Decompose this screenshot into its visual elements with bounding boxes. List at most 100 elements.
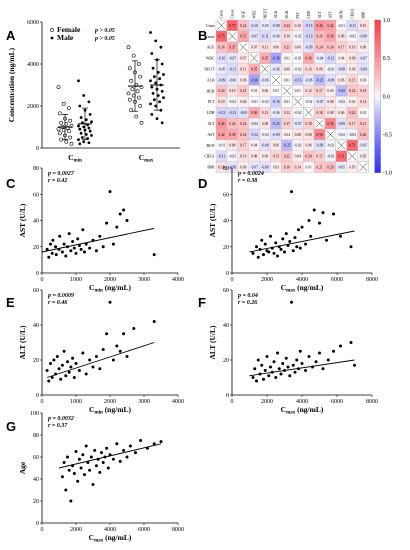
data-point <box>132 327 136 330</box>
cell-value: 0.17 <box>284 122 290 126</box>
cell-value: -0.03 <box>349 133 357 137</box>
cell-value: -0.07 <box>316 100 324 104</box>
y-tick-label: 4000 <box>27 62 39 68</box>
data-point <box>69 365 73 369</box>
col-label: LDH <box>307 10 311 18</box>
data-point <box>72 246 76 250</box>
data-point <box>118 349 122 353</box>
colorbar-segment <box>374 126 381 131</box>
cell-value: -0.01 <box>294 56 302 60</box>
y-axis-label: AST (U/L) <box>18 203 27 237</box>
colorbar-tick-label: 0.5 <box>383 56 391 62</box>
cell-value: -0.16 <box>294 78 302 82</box>
data-point <box>150 113 154 116</box>
data-point <box>81 453 85 457</box>
col-label: NEUT <box>263 8 267 19</box>
data-point <box>126 91 131 96</box>
cell-cross <box>282 86 291 95</box>
cell-value: -0.02 <box>261 100 269 104</box>
data-point <box>276 254 279 258</box>
data-point <box>129 108 134 113</box>
x-tick-label: 4000 <box>104 527 116 533</box>
cell-value: 0.17 <box>349 122 355 126</box>
data-point <box>108 190 112 194</box>
data-point <box>309 234 313 238</box>
cell-value: 0.18 <box>316 111 322 115</box>
data-point <box>77 138 80 142</box>
data-point <box>69 124 74 128</box>
fit-line <box>41 227 155 253</box>
data-point <box>65 126 70 130</box>
data-point <box>82 94 86 97</box>
colorbar-segment <box>374 88 381 93</box>
cell-value: -0.09 <box>272 24 280 28</box>
x-tick-label: 6000 <box>331 399 343 405</box>
cell-value: -0.05 <box>218 67 226 71</box>
cell-value: 0.01 <box>284 56 290 60</box>
cell-value: 0.14 <box>295 165 301 169</box>
cell-value: -0.01 <box>250 100 258 104</box>
colorbar-segment <box>374 142 381 147</box>
data-point <box>118 212 122 216</box>
data-point <box>272 360 276 364</box>
data-point <box>293 370 297 374</box>
data-point <box>56 127 61 132</box>
cell-value: -0.25 <box>316 78 324 82</box>
cell-value: -0.12 <box>250 133 258 137</box>
data-point <box>290 190 293 194</box>
colorbar-tick-label: 1.0 <box>383 18 391 24</box>
cell-value: -0.05 <box>261 24 269 28</box>
x-tick-label: 2000 <box>104 399 116 405</box>
cell-value: 0.01 <box>273 89 279 93</box>
data-point <box>149 102 152 106</box>
y-axis-label: AST (U/L) <box>208 203 217 237</box>
data-point <box>57 131 62 136</box>
cell-cross <box>304 108 313 117</box>
data-point <box>281 362 285 365</box>
cell-value: 0.08 <box>327 111 333 115</box>
y-tick-label: 20 <box>33 499 39 505</box>
y-axis-label: Age <box>18 461 27 474</box>
cell-value: 0.06 <box>240 165 246 169</box>
data-point <box>67 468 71 472</box>
x-tick-label: 1000 <box>70 277 82 283</box>
y-tick-label: 2000 <box>27 104 39 110</box>
data-point <box>255 379 258 383</box>
data-point <box>154 81 158 85</box>
colorbar-segment <box>374 42 381 48</box>
colorbar-segment <box>374 100 381 105</box>
p-value: p = 0.0024 <box>237 171 264 177</box>
data-point <box>91 483 95 486</box>
data-point <box>332 212 335 216</box>
p-value: p = 0.0032 <box>47 416 74 422</box>
cell-value: 0.38 <box>229 133 235 137</box>
cell-cross <box>228 32 237 41</box>
legend-marker <box>50 36 54 40</box>
y-tick-label: 80 <box>223 166 229 172</box>
cell-value: 0.06 <box>273 46 279 50</box>
cell-value: -0.02 <box>349 35 357 39</box>
cell-value: 0.36 <box>251 111 257 115</box>
label-unit: (ng/mL) <box>295 405 324 414</box>
cell-value: 0.08 <box>316 67 322 71</box>
cell-value: -0.06 <box>229 78 237 82</box>
cell-value: 0.21 <box>316 165 322 169</box>
y-tick-label: 60 <box>33 288 39 294</box>
data-point <box>84 444 88 448</box>
label-sub: max <box>286 411 296 416</box>
cell-value: 0.08 <box>306 133 312 137</box>
data-point <box>64 139 69 144</box>
label-sub: max <box>286 289 296 294</box>
cell-value: 0.26 <box>316 35 322 39</box>
data-point <box>295 245 299 249</box>
cell-value: 0.04 <box>295 155 301 159</box>
cell-value: 0.22 <box>284 155 290 159</box>
cell-value: -0.08 <box>338 67 346 71</box>
cell-value: 0.03 <box>360 78 366 82</box>
cell-value: -0.02 <box>229 100 237 104</box>
colorbar-segment <box>374 69 381 74</box>
data-point <box>295 358 299 362</box>
data-point <box>76 237 80 241</box>
cell-value: -0.01 <box>218 144 226 148</box>
data-point <box>130 87 135 92</box>
